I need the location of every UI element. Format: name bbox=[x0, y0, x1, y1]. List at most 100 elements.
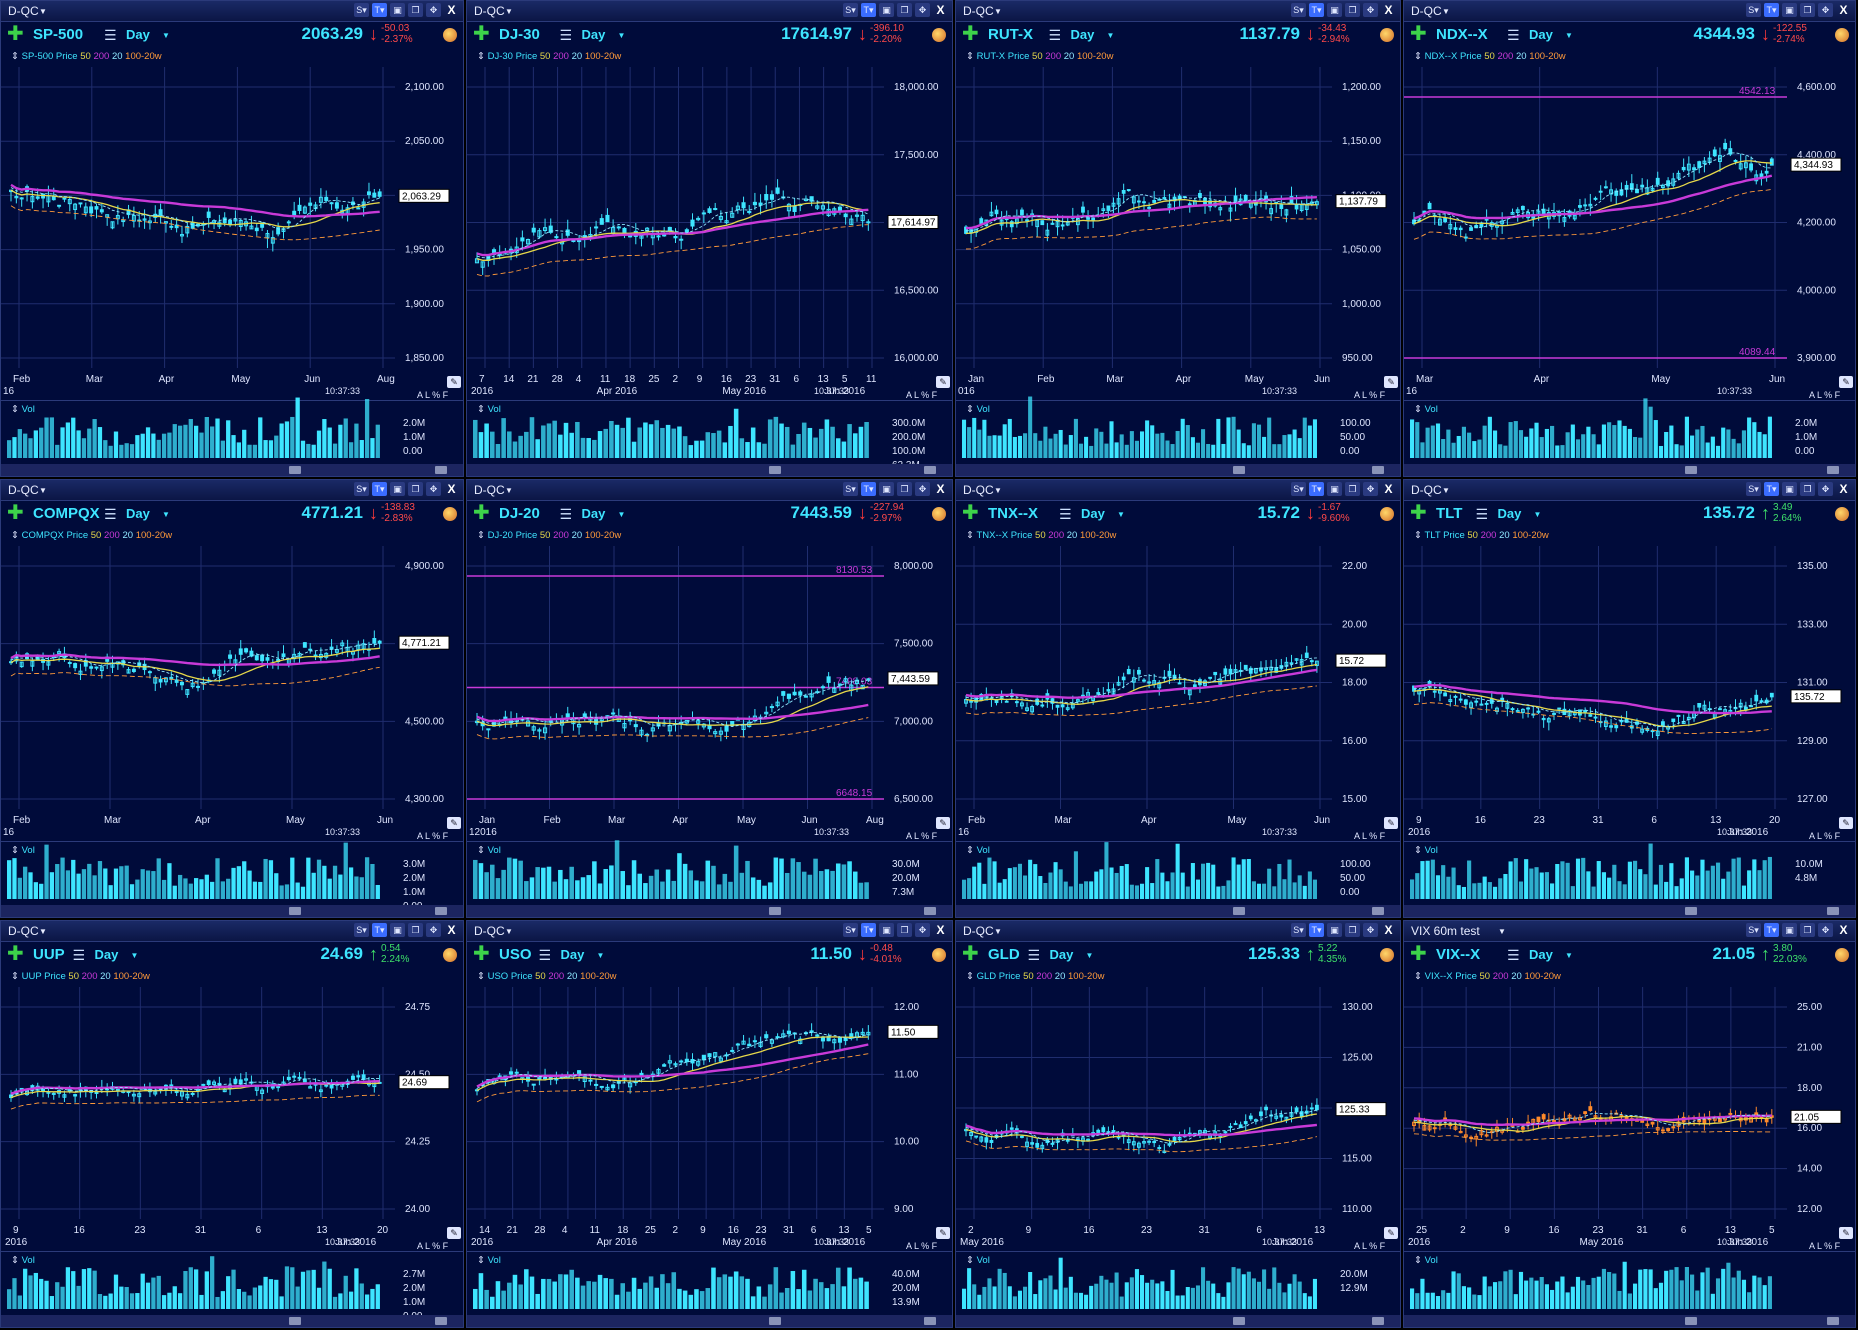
workspace-chevron-icon[interactable]: ▼ bbox=[505, 486, 513, 495]
save-icon[interactable]: ▣ bbox=[390, 923, 405, 937]
workspace-chevron-icon[interactable]: ▼ bbox=[994, 927, 1002, 936]
workspace-chevron-icon[interactable]: ▼ bbox=[994, 486, 1002, 495]
globe-icon[interactable] bbox=[1380, 948, 1394, 962]
alf-controls[interactable]: A L % F bbox=[1354, 831, 1386, 841]
move-icon[interactable]: ✥ bbox=[1818, 482, 1833, 496]
pencil-icon[interactable]: ✎ bbox=[447, 817, 461, 829]
price-chart[interactable]: 12.00 11.00 10.00 9.00 14 21 28 4 11 18 25 2 9 16 23 31… bbox=[467, 921, 953, 1328]
add-plus-icon[interactable]: ✚ bbox=[7, 943, 24, 965]
save-icon[interactable]: ▣ bbox=[1782, 482, 1797, 496]
workspace-dropdown[interactable]: D-QC bbox=[474, 4, 505, 18]
chart-panel-uso[interactable]: D-QC ▼ S▾ T▾ ▣ ❐ ✥ X ✚ USO ☰ Day ▼ 11.50 ↓ -0.48 -4.01% ⇕… bbox=[466, 920, 953, 1328]
add-plus-icon[interactable]: ✚ bbox=[473, 502, 490, 524]
style-menu-icon[interactable]: S▾ bbox=[1291, 3, 1306, 17]
list-icon[interactable]: ☰ bbox=[559, 27, 573, 43]
close-icon[interactable]: X bbox=[1384, 482, 1393, 496]
legend-arrows-icon[interactable]: ⇕ bbox=[11, 51, 22, 62]
globe-icon[interactable] bbox=[932, 948, 946, 962]
add-plus-icon[interactable]: ✚ bbox=[7, 23, 24, 45]
pencil-icon[interactable]: ✎ bbox=[447, 1227, 461, 1239]
legend-arrows-icon[interactable]: ⇕ bbox=[966, 530, 977, 541]
alf-controls[interactable]: A L % F bbox=[906, 1241, 938, 1251]
chart-panel-tlt[interactable]: D-QC ▼ S▾ T▾ ▣ ❐ ✥ X ✚ TLT ☰ Day ▼ 135.72 ↑ 3.49 2.64% ⇕ … bbox=[1403, 479, 1856, 918]
price-chart[interactable]: 24.75 24.50 24.25 24.00 9 16 23 31 6 13 20 2016 Jun … bbox=[1, 921, 464, 1328]
symbol-label[interactable]: RUT-X bbox=[988, 26, 1033, 43]
horizontal-scrollbar[interactable] bbox=[467, 464, 952, 476]
copy-icon[interactable]: ❐ bbox=[897, 482, 912, 496]
save-icon[interactable]: ▣ bbox=[1327, 482, 1342, 496]
horizontal-scrollbar[interactable] bbox=[467, 1315, 952, 1327]
list-icon[interactable]: ☰ bbox=[1507, 947, 1520, 963]
workspace-dropdown[interactable]: D-QC bbox=[8, 483, 39, 497]
list-icon[interactable]: ☰ bbox=[1507, 27, 1520, 43]
chart-panel-rutx[interactable]: D-QC ▼ S▾ T▾ ▣ ❐ ✥ X ✚ RUT-X ☰ Day ▼ 1137.79 ↓ -34.43 -2… bbox=[955, 0, 1401, 477]
price-chart[interactable]: 4,600.00 4,400.00 4,200.00 4,000.00 3,900.00… bbox=[1404, 1, 1856, 477]
legend-arrows-icon[interactable]: ⇕ bbox=[477, 971, 488, 982]
close-icon[interactable]: X bbox=[447, 482, 456, 496]
volume-arrows-icon[interactable]: ⇕ bbox=[11, 1255, 22, 1266]
timeframe-chevron-icon[interactable]: ▼ bbox=[1085, 951, 1094, 960]
save-icon[interactable]: ▣ bbox=[1782, 3, 1797, 17]
pencil-icon[interactable]: ✎ bbox=[1839, 817, 1853, 829]
workspace-dropdown[interactable]: VIX 60m test bbox=[1411, 924, 1480, 938]
timeframe-chevron-icon[interactable]: ▼ bbox=[1565, 31, 1573, 40]
timeframe-chevron-icon[interactable]: ▼ bbox=[617, 31, 626, 40]
scrollbar-right-thumb[interactable] bbox=[924, 1317, 936, 1325]
symbol-label[interactable]: NDX--X bbox=[1436, 26, 1488, 43]
globe-icon[interactable] bbox=[1835, 507, 1849, 521]
list-icon[interactable]: ☰ bbox=[1059, 506, 1072, 522]
chart-panel-vixx[interactable]: VIX 60m test ▼ S▾ T▾ ▣ ❐ ✥ X ✚ VIX--X ☰ Day ▼ 21.05 ↑ 3… bbox=[1403, 920, 1856, 1328]
alf-controls[interactable]: A L % F bbox=[417, 390, 449, 400]
globe-icon[interactable] bbox=[1835, 28, 1849, 42]
scrollbar-right-thumb[interactable] bbox=[1827, 907, 1839, 915]
pencil-icon[interactable]: ✎ bbox=[1384, 817, 1398, 829]
scrollbar-left-thumb[interactable] bbox=[1685, 907, 1697, 915]
symbol-label[interactable]: GLD bbox=[988, 946, 1020, 963]
alf-controls[interactable]: A L % F bbox=[1809, 1241, 1841, 1251]
close-icon[interactable]: X bbox=[936, 482, 945, 496]
add-plus-icon[interactable]: ✚ bbox=[1410, 943, 1427, 965]
pencil-icon[interactable]: ✎ bbox=[936, 376, 950, 388]
symbol-label[interactable]: SP-500 bbox=[33, 26, 84, 43]
save-icon[interactable]: ▣ bbox=[1782, 923, 1797, 937]
pencil-icon[interactable]: ✎ bbox=[936, 817, 950, 829]
symbol-label[interactable]: DJ-20 bbox=[499, 505, 540, 522]
move-icon[interactable]: ✥ bbox=[915, 482, 930, 496]
price-chart[interactable]: 18,000.0017,500.0017,000.0016,500.0016,0… bbox=[467, 1, 953, 477]
copy-icon[interactable]: ❐ bbox=[1800, 482, 1815, 496]
template-menu-icon[interactable]: T▾ bbox=[861, 3, 876, 17]
volume-arrows-icon[interactable]: ⇕ bbox=[966, 404, 977, 415]
list-icon[interactable]: ☰ bbox=[104, 27, 117, 43]
timeframe-chevron-icon[interactable]: ▼ bbox=[1117, 510, 1125, 519]
copy-icon[interactable]: ❐ bbox=[897, 923, 912, 937]
symbol-label[interactable]: TLT bbox=[1436, 505, 1463, 522]
alf-controls[interactable]: A L % F bbox=[906, 831, 938, 841]
workspace-dropdown[interactable]: D-QC bbox=[474, 483, 505, 497]
horizontal-scrollbar[interactable] bbox=[1404, 905, 1855, 917]
copy-icon[interactable]: ❐ bbox=[897, 3, 912, 17]
price-chart[interactable]: 22.00 20.00 18.00 16.00 15.00 Feb Mar Apr May Jun… bbox=[956, 480, 1401, 918]
add-plus-icon[interactable]: ✚ bbox=[1410, 23, 1427, 45]
workspace-dropdown[interactable]: D-QC bbox=[474, 924, 505, 938]
timeframe-chevron-icon[interactable]: ▼ bbox=[596, 951, 605, 960]
legend-arrows-icon[interactable]: ⇕ bbox=[1414, 51, 1425, 62]
pencil-icon[interactable]: ✎ bbox=[1384, 376, 1398, 388]
copy-icon[interactable]: ❐ bbox=[1345, 482, 1360, 496]
close-icon[interactable]: X bbox=[447, 923, 456, 937]
chart-panel-ndxx[interactable]: D-QC ▼ S▾ T▾ ▣ ❐ ✥ X ✚ NDX--X ☰ Day ▼ 4344.93 ↓ -122.55… bbox=[1403, 0, 1856, 477]
horizontal-scrollbar[interactable] bbox=[956, 1315, 1400, 1327]
workspace-dropdown[interactable]: D-QC bbox=[8, 4, 39, 18]
chart-panel-tnxx[interactable]: D-QC ▼ S▾ T▾ ▣ ❐ ✥ X ✚ TNX--X ☰ Day ▼ 15.72 ↓ -1.67 -9.6… bbox=[955, 479, 1401, 918]
scrollbar-left-thumb[interactable] bbox=[769, 907, 781, 915]
add-plus-icon[interactable]: ✚ bbox=[473, 943, 490, 965]
template-menu-icon[interactable]: T▾ bbox=[1764, 482, 1779, 496]
add-plus-icon[interactable]: ✚ bbox=[962, 502, 979, 524]
add-plus-icon[interactable]: ✚ bbox=[962, 943, 979, 965]
scrollbar-right-thumb[interactable] bbox=[1372, 466, 1384, 474]
globe-icon[interactable] bbox=[443, 507, 457, 521]
symbol-label[interactable]: USO bbox=[499, 946, 532, 963]
scrollbar-right-thumb[interactable] bbox=[1372, 907, 1384, 915]
scrollbar-left-thumb[interactable] bbox=[769, 466, 781, 474]
chart-panel-gld[interactable]: D-QC ▼ S▾ T▾ ▣ ❐ ✥ X ✚ GLD ☰ Day ▼ 125.33 ↑ 5.22 4.35% ⇕ … bbox=[955, 920, 1401, 1328]
template-menu-icon[interactable]: T▾ bbox=[861, 482, 876, 496]
